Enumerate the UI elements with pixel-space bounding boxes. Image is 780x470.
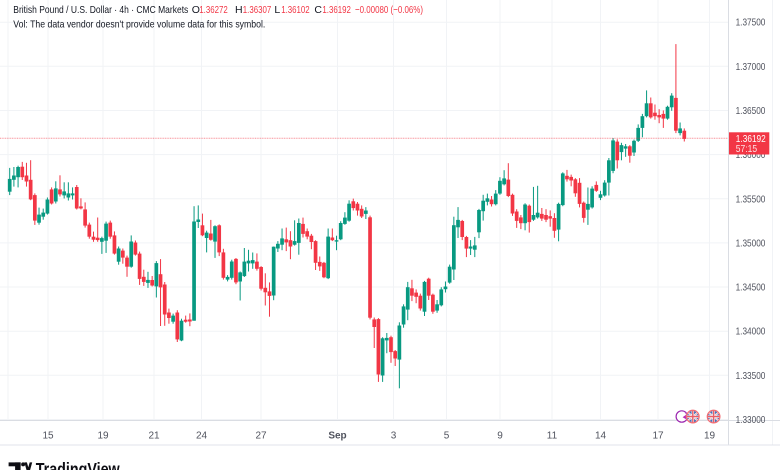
svg-text:1.36102: 1.36102 <box>281 4 310 16</box>
svg-text:57:15: 57:15 <box>736 143 757 155</box>
svg-text:British Pound / U.S. Dollar ·: British Pound / U.S. Dollar · 4h · CMC M… <box>13 4 188 16</box>
svg-text:1.36500: 1.36500 <box>736 105 766 117</box>
svg-text:H: H <box>235 4 243 16</box>
svg-text:21: 21 <box>148 431 160 442</box>
svg-text:1.36192: 1.36192 <box>736 133 766 145</box>
svg-text:14: 14 <box>595 431 607 442</box>
svg-text:TradingView: TradingView <box>36 459 121 470</box>
svg-text:1.35500: 1.35500 <box>736 193 766 205</box>
svg-text:11: 11 <box>547 431 558 442</box>
svg-text:1.36192: 1.36192 <box>322 4 351 16</box>
svg-text:Vol: The data vendor doesn't p: Vol: The data vendor doesn't provide vol… <box>13 19 265 31</box>
svg-text:L: L <box>274 4 280 16</box>
svg-text:Sep: Sep <box>328 431 346 442</box>
svg-text:1.36307: 1.36307 <box>243 4 272 16</box>
svg-text:O: O <box>192 4 200 16</box>
svg-text:1.34500: 1.34500 <box>736 282 766 294</box>
svg-text:9: 9 <box>497 431 503 442</box>
svg-text:24: 24 <box>196 431 208 442</box>
svg-text:1.36272: 1.36272 <box>199 4 228 16</box>
svg-text:1.37500: 1.37500 <box>736 17 766 29</box>
svg-text:3: 3 <box>391 431 397 442</box>
svg-text:1.34000: 1.34000 <box>736 326 766 338</box>
svg-text:5: 5 <box>444 431 450 442</box>
svg-text:19: 19 <box>704 431 716 442</box>
svg-text:19: 19 <box>97 431 109 442</box>
svg-text:15: 15 <box>42 431 54 442</box>
svg-text:27: 27 <box>255 431 267 442</box>
svg-text:1.37000: 1.37000 <box>736 61 766 73</box>
svg-text:C: C <box>314 4 322 16</box>
svg-text:1.33500: 1.33500 <box>736 370 766 382</box>
svg-text:−0.00080 (−0.06%): −0.00080 (−0.06%) <box>355 4 423 16</box>
svg-text:17: 17 <box>652 431 664 442</box>
svg-text:1.33000: 1.33000 <box>736 414 766 426</box>
svg-text:1.35000: 1.35000 <box>736 237 766 249</box>
